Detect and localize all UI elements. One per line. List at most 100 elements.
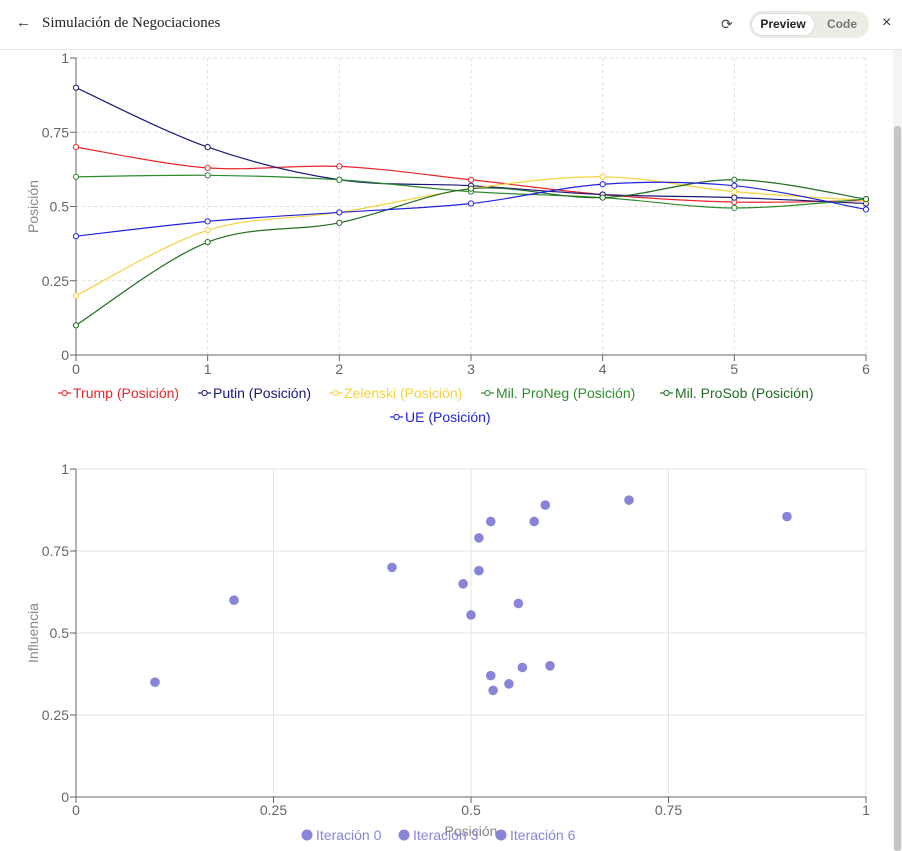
scatter-y-tick-label: 1 — [61, 461, 69, 477]
line-chart-y-tick-label: 0.5 — [50, 199, 70, 215]
line-point — [731, 194, 738, 201]
line-chart-x-tick-label: 3 — [467, 361, 475, 377]
scatter-x-tick-label: 0.25 — [260, 802, 287, 818]
scatter-point-series-0 — [624, 495, 634, 505]
close-icon[interactable]: × — [882, 14, 892, 31]
line-point — [204, 164, 211, 171]
scatter-point-series-1 — [466, 610, 476, 620]
scatter-x-tick-label: 0.5 — [461, 802, 481, 818]
line-legend-label: Putin (Posición) — [213, 385, 311, 401]
scrollbar-thumb[interactable] — [894, 126, 901, 851]
line-chart-x-tick-label: 5 — [730, 361, 738, 377]
scatter-point-series-1 — [474, 533, 484, 543]
line-point — [204, 144, 211, 151]
line-chart-x-tick-label: 6 — [862, 361, 870, 377]
line-point — [336, 219, 343, 226]
line-point — [467, 200, 475, 207]
scatter-legend-marker — [301, 829, 313, 841]
line-point — [731, 176, 738, 183]
line-chart: 0 0.25 0.5 0.75 1 0 1 2 3 4 5 6 Posición Trump (Posic… — [25, 50, 870, 425]
line-chart-x-tick-label: 4 — [599, 361, 607, 377]
scatter-x-tick-label: 0 — [72, 802, 80, 818]
scatter-chart: 0 0.25 0.5 0.75 1 0 0.25 0.5 0.75 1 Influencia Posi… — [25, 461, 870, 843]
line-point — [862, 195, 870, 203]
scatter-point-series-1 — [485, 670, 496, 681]
line-legend-marker-dot — [61, 389, 68, 397]
line-chart-x-tick-label: 2 — [335, 361, 343, 377]
line-point — [599, 194, 606, 201]
scatter-y-tick-label: 0 — [61, 789, 69, 805]
line-chart-y-label: Posición — [25, 180, 41, 233]
line-chart-x-tick-label: 1 — [204, 361, 212, 377]
line-legend-label: Trump (Posición) — [73, 385, 179, 401]
scatter-point-series-0 — [545, 661, 555, 671]
line-point — [336, 209, 343, 216]
line-point — [204, 239, 211, 246]
line-point — [731, 182, 738, 189]
line-legend-marker-dot — [201, 389, 208, 397]
line-point — [72, 144, 80, 151]
back-arrow-icon[interactable]: ← — [16, 14, 31, 31]
scatter-x-label: Posición — [445, 823, 498, 839]
scatter-y-tick-label: 0.25 — [42, 707, 69, 723]
line-legend-marker-dot — [484, 389, 491, 397]
scatter-point-series-1 — [513, 598, 524, 609]
scatter-y-label: Influencia — [25, 603, 41, 663]
line-point — [204, 227, 211, 234]
line-legend-marker-dot — [663, 389, 670, 397]
scatter-point-series-1 — [458, 579, 468, 589]
line-chart-y-tick-label: 0.75 — [42, 124, 69, 140]
scatter-point-series-2 — [529, 516, 539, 527]
line-legend-label: UE (Posición) — [405, 409, 491, 425]
scatter-legend-label: Iteración 0 — [316, 827, 382, 843]
scatter-x-tick-label: 0.75 — [655, 802, 682, 818]
line-chart-y-tick-label: 0.25 — [42, 273, 69, 289]
line-point — [467, 176, 475, 183]
scatter-y-tick-label: 0.75 — [42, 543, 69, 559]
scatter-point-series-2 — [540, 500, 551, 510]
scatter-point-series-0 — [150, 677, 160, 687]
refresh-icon[interactable]: ⟳ — [721, 16, 733, 32]
scatter-point-series-0 — [229, 595, 239, 605]
preview-button[interactable]: Preview — [752, 14, 814, 35]
line-point — [599, 181, 606, 188]
line-legend-marker-dot — [332, 389, 339, 397]
scatter-y-tick-label: 0.5 — [50, 625, 70, 641]
line-legend-label: Mil. ProNeg (Posición) — [496, 385, 635, 401]
line-legend-label: Zelenski (Posición) — [344, 385, 462, 401]
scatter-legend-marker — [495, 829, 507, 841]
preview-header: ← Simulación de Negociaciones ⟳ Preview … — [0, 0, 902, 50]
line-chart-x-tick-label: 0 — [72, 361, 80, 377]
line-point — [599, 173, 606, 180]
line-point — [467, 185, 475, 192]
line-point — [731, 204, 738, 212]
line-point — [336, 176, 343, 183]
line-point — [336, 163, 343, 170]
scatter-legend-label: Iteración 6 — [510, 827, 576, 843]
code-button[interactable]: Code — [827, 17, 857, 31]
scatter-point-series-0 — [782, 511, 792, 522]
line-legend-marker-dot — [393, 413, 400, 421]
scatter-point-series-1 — [488, 685, 498, 696]
line-point — [862, 206, 870, 213]
scatter-point-series-1 — [485, 516, 496, 527]
scatter-x-tick-label: 1 — [862, 802, 870, 818]
line-point — [72, 173, 80, 180]
line-point — [204, 172, 211, 179]
scatter-point-series-1 — [517, 662, 528, 673]
line-point — [72, 292, 80, 299]
line-point — [204, 218, 211, 225]
page-title: Simulación de Negociaciones — [42, 15, 221, 31]
scatter-legend-marker — [398, 829, 410, 841]
scrollbar[interactable] — [893, 50, 902, 851]
view-toggle: Preview Code — [749, 11, 869, 38]
line-point — [72, 322, 80, 329]
scatter-point-series-1 — [504, 679, 514, 689]
line-chart-y-tick-label: 1 — [61, 50, 69, 66]
line-legend-label: Mil. ProSob (Posición) — [675, 385, 814, 401]
scatter-point-series-1 — [474, 565, 484, 576]
line-chart-y-tick-label: 0 — [61, 347, 69, 363]
line-point — [72, 233, 80, 240]
scatter-legend-label: Iteración 3 — [413, 827, 479, 843]
